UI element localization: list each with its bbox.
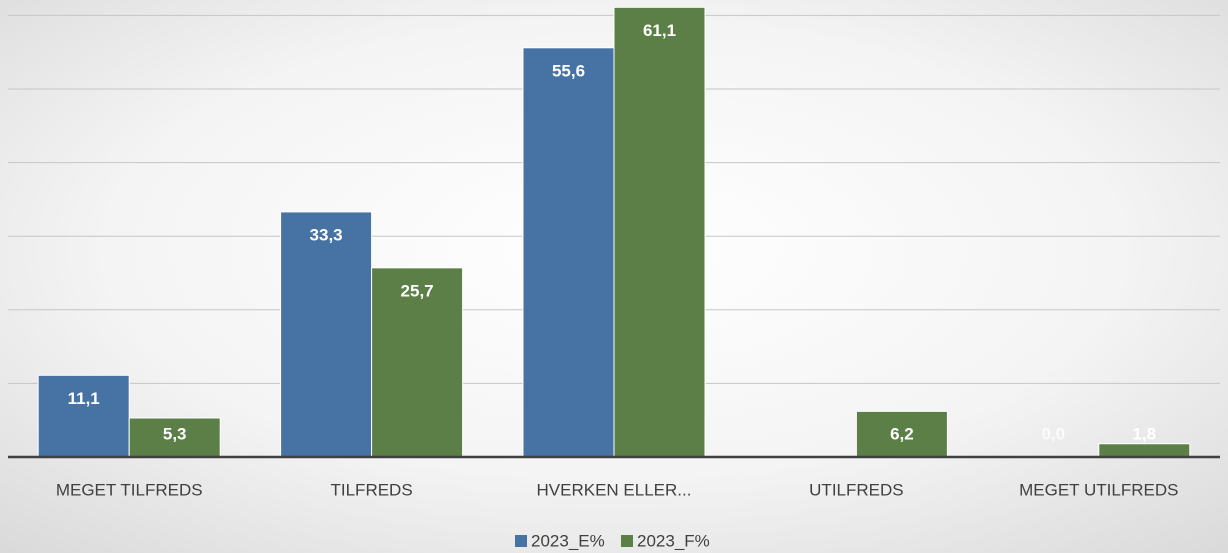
- x-tick-label: TILFREDS: [331, 480, 413, 499]
- data-label: 11,1: [68, 389, 100, 408]
- bar: [613, 6, 706, 458]
- data-label: 5,3: [163, 424, 187, 443]
- x-tick-label: MEGET TILFREDS: [56, 480, 203, 499]
- legend-label: 2023_E%: [531, 531, 605, 550]
- bar: [1098, 443, 1191, 458]
- legend-swatch: [621, 535, 633, 547]
- bar: [37, 374, 130, 458]
- bar: [280, 211, 373, 458]
- data-label: 33,3: [310, 225, 343, 244]
- data-label: 25,7: [401, 281, 434, 300]
- data-label: 55,6: [552, 61, 585, 80]
- bar: [522, 47, 615, 458]
- data-label: 1,8: [1132, 424, 1156, 443]
- data-label: 61,1: [643, 21, 676, 40]
- x-tick-label: MEGET UTILFREDS: [1019, 480, 1178, 499]
- bar: [371, 267, 464, 458]
- legend-label: 2023_F%: [637, 531, 710, 550]
- legend-swatch: [515, 535, 527, 547]
- data-label: 0,0: [1041, 424, 1065, 443]
- x-tick-label: UTILFREDS: [809, 480, 903, 499]
- data-label: 6,2: [890, 424, 914, 443]
- bar: [128, 417, 221, 458]
- x-tick-label: HVERKEN ELLER...: [537, 480, 692, 499]
